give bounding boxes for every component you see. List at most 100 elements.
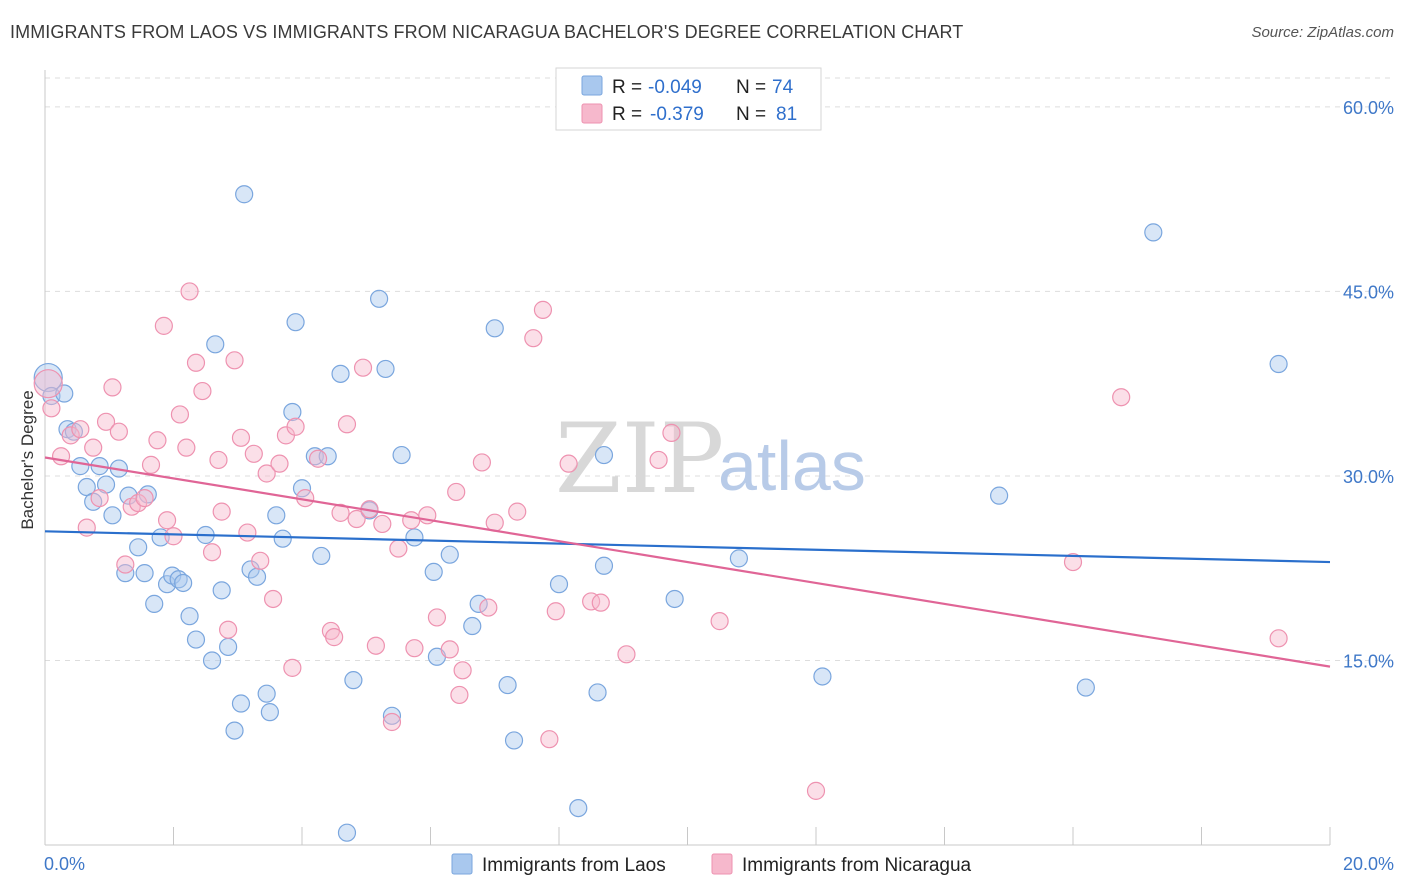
nicaragua-point [116, 555, 135, 574]
legend-n-label-nicaragua: N = [736, 104, 766, 125]
nicaragua-point [170, 405, 190, 424]
nicaragua-point [202, 543, 222, 562]
x-tick-label-min: 0.0% [44, 854, 85, 874]
nicaragua-point [337, 415, 357, 434]
bottom-legend-swatch-nicaragua [711, 853, 733, 875]
nicaragua-point [546, 602, 565, 621]
legend-swatch-nicaragua [581, 103, 603, 124]
nicaragua-point [440, 640, 459, 659]
nicaragua-point [286, 417, 305, 436]
laos-point [33, 362, 63, 393]
nicaragua-point [453, 661, 472, 680]
laos-point [463, 616, 482, 636]
nicaragua-point [1112, 388, 1131, 407]
nicaragua-point [382, 712, 402, 732]
watermark-zip: ZIP [555, 403, 724, 515]
nicaragua-point [540, 730, 559, 749]
nicaragua-point [61, 426, 80, 445]
laos-point [157, 575, 177, 594]
legend-swatch-laos [581, 75, 603, 96]
laos-point [273, 529, 292, 548]
nicaragua-point [325, 628, 344, 647]
nicaragua-point [1063, 552, 1083, 572]
nicaragua-point [109, 422, 128, 441]
nicaragua-point [154, 316, 173, 335]
nicaragua-point [148, 431, 167, 450]
nicaragua-point [257, 464, 276, 483]
laos-point [231, 694, 251, 713]
nicaragua-point [662, 423, 681, 442]
x-tick-label-max: 20.0% [1343, 854, 1394, 874]
laos-point [569, 798, 588, 818]
laos-point [247, 567, 267, 586]
nicaragua-point [219, 620, 238, 639]
laos-point [1144, 223, 1163, 242]
laos-point [331, 364, 350, 383]
nicaragua-point [405, 639, 424, 658]
laos-point [392, 445, 411, 465]
nicaragua-point [373, 514, 392, 534]
laos-point [440, 545, 459, 564]
laos-point [129, 538, 148, 557]
laos-point [337, 823, 357, 842]
laos-point [206, 335, 225, 354]
laos-point [219, 637, 238, 657]
laos-point [370, 289, 389, 308]
laos-point [813, 667, 832, 686]
laos-point [405, 528, 424, 547]
nicaragua-point [582, 592, 601, 611]
laos-point [665, 589, 684, 609]
nicaragua-point [263, 589, 283, 609]
laos-point [312, 546, 331, 566]
laos-point [257, 684, 276, 703]
nicaragua-point [533, 300, 553, 319]
nicaragua-point [472, 453, 491, 472]
nicaragua-point [524, 329, 543, 348]
legend-r-value-laos: -0.049 [648, 77, 702, 98]
series-nicaragua-points [33, 282, 1288, 800]
nicaragua-point [164, 527, 183, 546]
laos-point [180, 607, 199, 626]
nicaragua-point [77, 518, 96, 537]
nicaragua-point [270, 454, 289, 473]
laos-point [990, 486, 1009, 505]
nicaragua-point [186, 353, 206, 372]
laos-point [202, 651, 222, 670]
laos-point [344, 671, 363, 690]
nicaragua-point [209, 450, 228, 470]
laos-point [588, 683, 607, 702]
grid: 15.0% 30.0% 45.0% 60.0% [45, 77, 1394, 671]
laos-point [71, 457, 90, 476]
nicaragua-point [591, 593, 610, 612]
nicaragua-point [157, 511, 177, 530]
laos-point [549, 575, 569, 594]
nicaragua-point [90, 488, 109, 508]
laos-point [212, 581, 231, 600]
nicaragua-point [427, 608, 447, 627]
nicaragua-point [347, 509, 366, 529]
nicaragua-point [366, 636, 385, 655]
y-tick-label: 45.0% [1343, 282, 1394, 302]
nicaragua-point [51, 447, 71, 466]
legend-r-value-nicaragua: -0.379 [650, 104, 704, 125]
laos-point [376, 359, 395, 379]
laos-point [424, 562, 443, 582]
legend-r-label-laos: R = [612, 77, 642, 98]
nicaragua-point [141, 455, 161, 474]
laos-point [1269, 354, 1288, 374]
nicaragua-point [231, 428, 251, 447]
trend-lines [44, 456, 1331, 668]
nicaragua-point [193, 381, 212, 401]
laos-point [260, 703, 279, 722]
laos-point [103, 506, 122, 525]
legend-n-label-laos: N = [736, 77, 766, 98]
nicaragua-point [308, 449, 328, 468]
nicaragua-point [251, 551, 270, 570]
nicaragua-point [42, 399, 61, 418]
nicaragua-point [389, 539, 408, 558]
nicaragua-point [212, 502, 231, 521]
laos-point [174, 573, 193, 593]
nicaragua-point [402, 511, 421, 530]
watermark: ZIP atlas [555, 403, 866, 515]
